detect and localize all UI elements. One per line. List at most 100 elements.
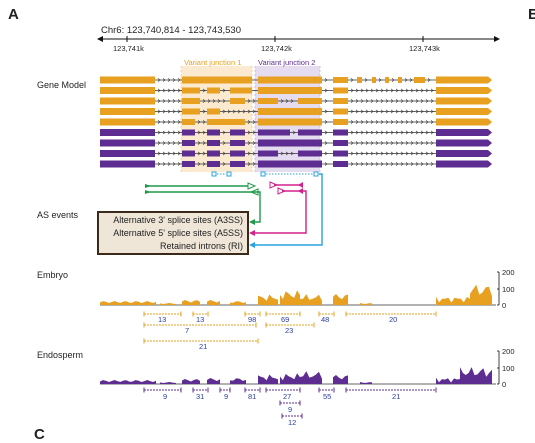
strand-chevron: [375, 162, 379, 166]
strand-chevron: [167, 120, 171, 124]
junction-count: 21: [199, 342, 208, 351]
strand-chevron: [290, 99, 294, 103]
exon: [100, 160, 155, 168]
coverage-area: [360, 303, 372, 305]
panel-letter-a: A: [8, 6, 19, 23]
strand-chevron: [217, 99, 221, 103]
strand-chevron: [292, 130, 296, 135]
strand-chevron: [157, 88, 161, 93]
exon: [258, 118, 322, 126]
junction-bar: [265, 311, 301, 317]
strand-chevron: [324, 78, 328, 82]
endosperm-axis-tick: 0: [502, 380, 507, 389]
strand-chevron: [400, 120, 404, 124]
strand-chevron: [395, 141, 399, 145]
strand-chevron: [385, 99, 389, 103]
strand-chevron: [375, 141, 379, 145]
strand-chevron: [430, 120, 434, 124]
exon: [488, 160, 492, 168]
exon: [230, 161, 245, 167]
as-events-diagram: [145, 171, 323, 248]
exon: [298, 129, 322, 136]
coverage-area: [436, 377, 460, 384]
junction-count: 9: [224, 392, 229, 401]
endosperm-junction-bars: [143, 387, 437, 419]
strand-chevron: [162, 141, 166, 145]
strand-chevron: [247, 162, 251, 166]
embryo-label: Embryo: [37, 270, 69, 280]
strand-chevron: [375, 109, 379, 114]
exon: [258, 108, 322, 115]
gene-model-label: Gene Model: [37, 80, 87, 90]
junction-bar: [192, 387, 209, 393]
strand-chevron: [385, 151, 389, 156]
strand-chevron: [285, 151, 289, 156]
strand-chevron: [409, 78, 413, 82]
endosperm-axis-tick: 100: [502, 364, 515, 373]
strand-chevron: [247, 99, 251, 103]
exon: [436, 108, 488, 115]
strand-chevron: [395, 162, 399, 166]
coverage-area: [436, 296, 470, 305]
strand-chevron: [212, 99, 216, 103]
exon: [333, 129, 348, 136]
strand-chevron: [172, 162, 176, 166]
strand-chevron: [167, 78, 171, 82]
strand-chevron: [425, 151, 429, 156]
strand-chevron: [202, 162, 206, 166]
strand-chevron: [350, 162, 354, 166]
coverage-area: [333, 294, 348, 305]
strand-chevron: [410, 162, 414, 166]
junction-bar: [281, 413, 303, 419]
strand-chevron: [167, 162, 171, 166]
exon: [436, 139, 488, 147]
strand-chevron: [390, 99, 394, 103]
exon: [488, 97, 492, 105]
strand-chevron: [360, 162, 364, 166]
strand-chevron: [405, 130, 409, 135]
strand-chevron: [405, 88, 409, 93]
exon: [436, 76, 488, 84]
ri-label: Retained introns (RI): [159, 241, 243, 251]
strand-chevron: [380, 162, 384, 166]
junction-count: 23: [285, 326, 294, 335]
strand-chevron: [378, 78, 382, 82]
strand-chevron: [162, 99, 166, 103]
strand-chevron: [420, 109, 424, 114]
strand-chevron: [290, 151, 294, 156]
exon: [298, 150, 322, 157]
exon: [182, 98, 200, 104]
strand-chevron: [197, 120, 201, 124]
transcript: [100, 87, 492, 94]
coverage-area: [230, 378, 246, 384]
strand-chevron: [420, 151, 424, 156]
strand-chevron: [247, 120, 251, 124]
junction-count: 31: [196, 392, 205, 401]
junction-bar: [318, 387, 335, 393]
strand-chevron: [427, 78, 431, 82]
strand-chevron: [415, 141, 419, 145]
strand-chevron: [380, 130, 384, 135]
exon: [298, 98, 322, 104]
strand-chevron: [202, 130, 206, 135]
exon: [230, 150, 245, 157]
strand-chevron: [252, 151, 256, 156]
junction-bar: [279, 400, 301, 406]
strand-chevron: [405, 99, 409, 103]
strand-chevron: [167, 130, 171, 135]
strand-chevron: [202, 151, 206, 156]
junction-bar: [143, 338, 259, 344]
exon: [333, 108, 348, 115]
strand-chevron: [360, 99, 364, 103]
junction-count: 69: [281, 315, 290, 324]
strand-chevron: [360, 88, 364, 93]
ruler-tick-label: 123,741k: [113, 44, 144, 53]
strand-chevron: [252, 162, 256, 166]
exon: [436, 150, 488, 157]
strand-chevron: [365, 151, 369, 156]
strand-chevron: [430, 141, 434, 145]
exon: [258, 76, 322, 84]
exon: [488, 139, 492, 147]
transcript: [100, 97, 492, 105]
exon: [207, 161, 220, 167]
